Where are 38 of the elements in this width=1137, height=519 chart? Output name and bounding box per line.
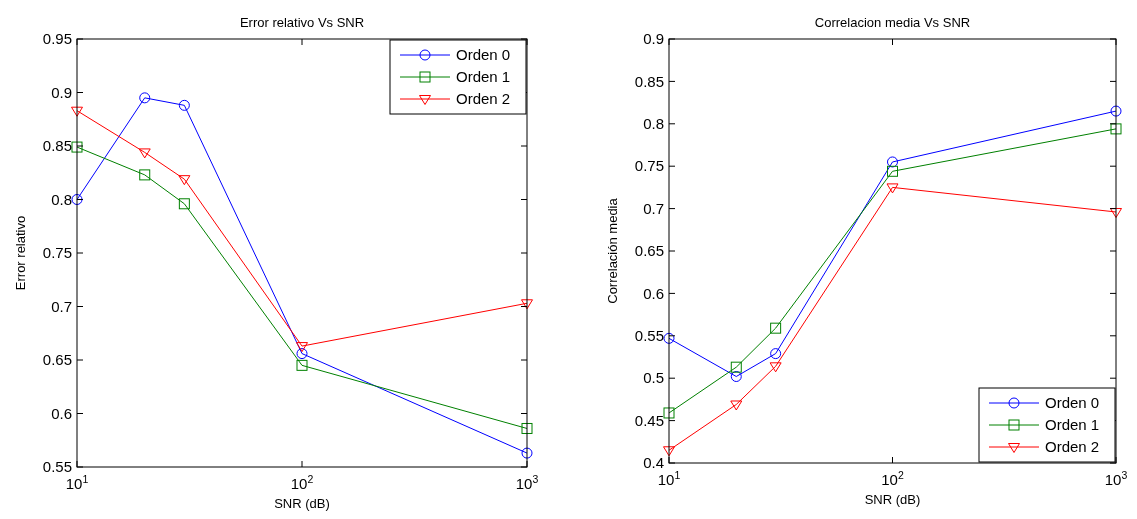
x-tick-label: 10$^{2}$ bbox=[881, 469, 904, 488]
y-tick-label: 0.6 bbox=[51, 404, 72, 422]
legend-label: Orden 0 bbox=[456, 46, 511, 63]
y-tick-label: 0.55 bbox=[634, 327, 664, 345]
x-axis-title: SNR (dB) bbox=[274, 496, 330, 511]
x-tick-label: 10$^{1}$ bbox=[65, 473, 89, 492]
y-tick-label: 0.45 bbox=[634, 411, 664, 429]
y-axis-title: Error relativo bbox=[13, 215, 28, 291]
x-tick-label: 10$^{3}$ bbox=[1104, 469, 1128, 488]
x-tick-label: 10$^{3}$ bbox=[515, 473, 539, 492]
y-tick-label: 0.65 bbox=[42, 351, 72, 369]
y-tick-label: 0.8 bbox=[643, 115, 664, 133]
y-tick-label: 0.7 bbox=[51, 297, 72, 315]
legend-label: Orden 2 bbox=[1045, 438, 1100, 455]
y-tick-label: 0.5 bbox=[643, 369, 664, 387]
legend-label: Orden 1 bbox=[1045, 416, 1100, 433]
y-tick-label: 0.55 bbox=[42, 458, 72, 476]
y-tick-label: 0.65 bbox=[634, 242, 664, 260]
legend-label: Orden 2 bbox=[456, 90, 511, 107]
x-axis-title: SNR (dB) bbox=[864, 492, 921, 507]
y-tick-label: 0.9 bbox=[51, 83, 72, 101]
y-axis-title: Correlación media bbox=[605, 197, 620, 304]
y-tick-label: 0.95 bbox=[42, 30, 72, 48]
y-tick-label: 0.8 bbox=[51, 190, 72, 208]
y-tick-label: 0.85 bbox=[634, 72, 664, 90]
y-tick-label: 0.75 bbox=[42, 244, 72, 262]
y-tick-label: 0.4 bbox=[643, 454, 664, 472]
y-tick-label: 0.6 bbox=[643, 284, 664, 302]
x-tick-label: 10$^{1}$ bbox=[657, 469, 681, 488]
y-tick-label: 0.9 bbox=[643, 30, 664, 48]
x-tick-label: 10$^{2}$ bbox=[290, 473, 314, 492]
chart-title: Correlacion media Vs SNR bbox=[814, 15, 971, 30]
y-tick-label: 0.7 bbox=[643, 199, 664, 217]
legend-label: Orden 1 bbox=[456, 68, 511, 85]
chart-title: Error relativo Vs SNR bbox=[239, 15, 365, 30]
y-tick-label: 0.75 bbox=[634, 157, 664, 175]
y-tick-label: 0.85 bbox=[42, 137, 72, 155]
legend-label: Orden 0 bbox=[1045, 394, 1100, 411]
